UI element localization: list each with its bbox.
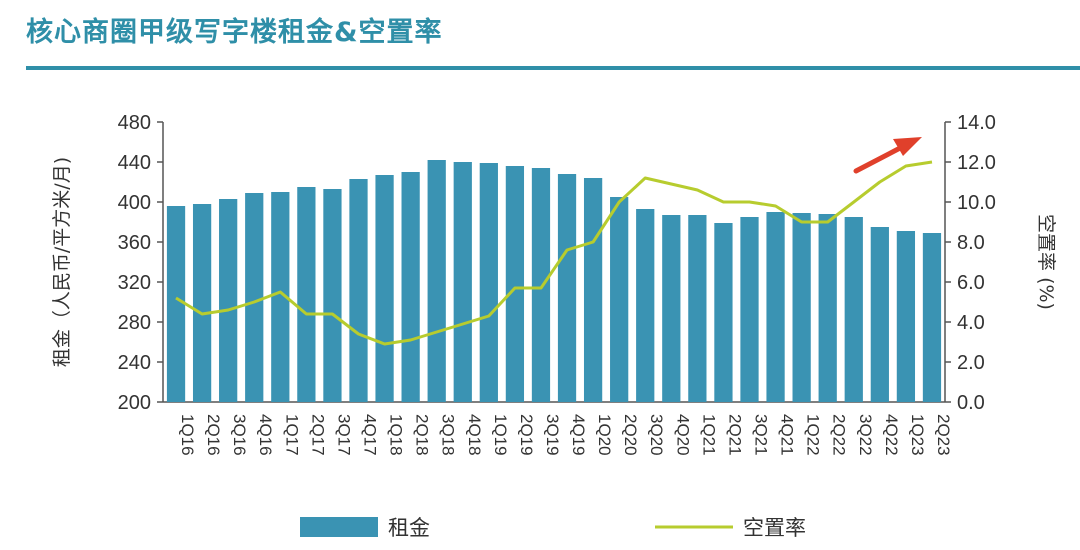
bar: [844, 217, 863, 402]
bar: [922, 233, 942, 402]
bar: [166, 206, 186, 402]
y2-tick-label: 8.0: [957, 232, 985, 254]
x-tick-label: 3Q18: [439, 414, 458, 456]
bar: [245, 193, 264, 402]
x-tick-label: 3Q20: [647, 414, 666, 456]
x-tick-label: 4Q22: [882, 414, 901, 456]
red-arrow-icon: [853, 144, 905, 174]
x-tick-label: 1Q23: [908, 414, 927, 456]
x-tick-label: 2Q18: [413, 414, 432, 456]
y-tick-label: 480: [118, 112, 151, 134]
y2-tick-label: 6.0: [957, 272, 985, 294]
y-tick-label: 200: [118, 392, 151, 414]
bar: [479, 163, 498, 402]
y-tick-label: 400: [118, 192, 151, 214]
bar: [219, 199, 238, 402]
y2-axis-label: 空置率 (%): [1035, 214, 1057, 310]
x-tick-label: 3Q21: [752, 414, 771, 456]
x-tick-label: 3Q16: [230, 414, 249, 456]
bar: [688, 215, 707, 402]
x-tick-label: 3Q22: [856, 414, 875, 456]
x-tick-label: 4Q21: [778, 414, 797, 456]
bar: [453, 162, 472, 402]
x-tick-label: 1Q18: [387, 414, 406, 456]
x-tick-label: 2Q20: [621, 414, 640, 456]
x-tick-label: 4Q16: [256, 414, 275, 456]
bar: [662, 215, 681, 402]
y-tick-label: 280: [118, 312, 151, 334]
y2-tick-label: 12.0: [957, 152, 996, 174]
x-tick-label: 2Q16: [204, 414, 223, 456]
x-tick-label: 1Q16: [178, 414, 197, 456]
bar: [610, 197, 629, 402]
x-tick-label: 4Q17: [361, 414, 380, 456]
x-tick-label: 1Q20: [595, 414, 614, 456]
title-divider: [26, 66, 1080, 70]
bar: [375, 175, 394, 402]
x-tick-label: 2Q17: [308, 414, 327, 456]
bar: [766, 212, 785, 402]
vacancy-line: [175, 160, 933, 346]
y-tick-label: 440: [118, 152, 151, 174]
bar: [349, 179, 368, 402]
bar: [740, 217, 759, 402]
bar: [792, 213, 811, 402]
y2-tick-label: 14.0: [957, 112, 996, 134]
red-arrow-head-icon: [893, 137, 922, 156]
x-tick-label: 1Q17: [282, 414, 301, 456]
chart-title: 核心商圈甲级写字楼租金&空置率: [26, 17, 443, 48]
y2-tick-label: 4.0: [957, 312, 985, 334]
bar: [557, 174, 577, 402]
bar: [714, 223, 733, 402]
x-tick-label: 3Q19: [543, 414, 562, 456]
y-axis-label: 租金（人民币/平方米/月): [51, 157, 73, 367]
bar: [271, 192, 290, 402]
bar: [531, 168, 551, 402]
bar: [583, 178, 603, 402]
legend-swatch-rent: [300, 517, 378, 537]
x-tick-label: 4Q19: [569, 414, 588, 456]
y2-tick-label: 0.0: [957, 392, 985, 414]
x-tick-label: 4Q18: [465, 414, 484, 456]
bar: [870, 227, 889, 402]
y-tick-label: 360: [118, 232, 151, 254]
legend-label-rent: 租金: [388, 516, 430, 540]
x-tick-label: 2Q22: [830, 414, 849, 456]
bar: [297, 187, 316, 402]
bar: [505, 166, 525, 402]
x-tick-label: 2Q23: [934, 414, 953, 456]
bar: [818, 214, 837, 402]
legend-label-vacancy: 空置率: [743, 516, 806, 540]
bar: [401, 172, 420, 402]
x-tick-label: 1Q22: [804, 414, 823, 456]
x-tick-label: 2Q19: [517, 414, 536, 456]
x-tick-label: 1Q21: [699, 414, 718, 456]
x-tick-label: 4Q20: [673, 414, 692, 456]
bar: [427, 160, 446, 402]
x-tick-label: 3Q17: [334, 414, 353, 456]
y-tick-label: 320: [118, 272, 151, 294]
y2-tick-label: 2.0: [957, 352, 985, 374]
bar: [896, 231, 916, 402]
bar: [636, 209, 655, 402]
bar: [192, 204, 212, 402]
x-tick-label: 1Q19: [491, 414, 510, 456]
y2-tick-label: 10.0: [957, 192, 996, 214]
bar: [323, 189, 342, 402]
x-tick-label: 2Q21: [725, 414, 744, 456]
y-tick-label: 240: [118, 352, 151, 374]
